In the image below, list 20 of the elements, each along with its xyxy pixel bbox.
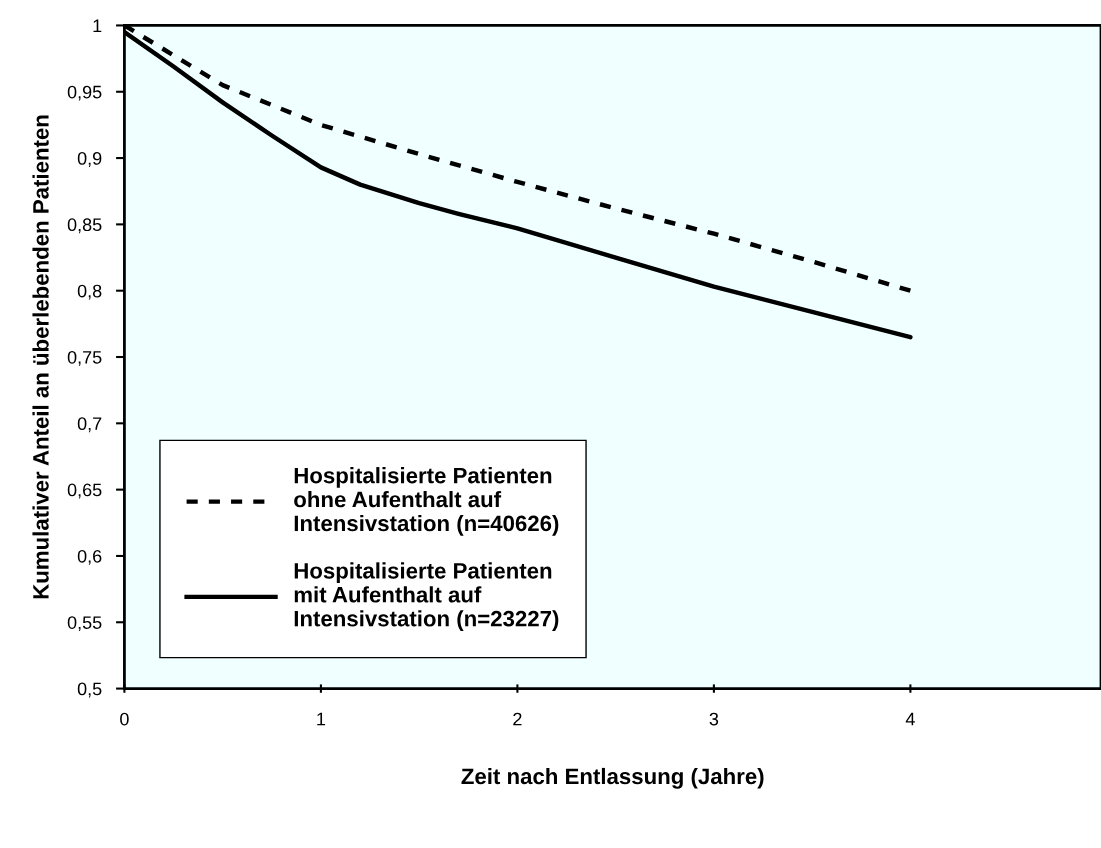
x-tick-label: 2 [513, 712, 522, 726]
legend-label: Hospitalisierte Patienten ohne Aufenthalt auf Intensivstation (n=40626) [294, 467, 559, 536]
y-tick-label: 0,85 [67, 218, 102, 234]
x-tick-label: 0 [120, 712, 129, 726]
y-tick-label: 0,5 [77, 682, 102, 698]
x-tick-label: 1 [317, 712, 326, 726]
x-axis-title: Zeit nach Entlassung (Jahre) [461, 767, 764, 789]
y-tick-label: 0,65 [67, 483, 102, 499]
legend-label: Hospitalisierte Patienten mit Aufenthalt auf Intensivstation (n=23227) [294, 562, 559, 631]
y-tick-label: 0,6 [77, 549, 102, 565]
y-tick-label: 0,55 [67, 616, 102, 632]
y-tick-label: 0,7 [77, 417, 102, 433]
y-tick-label: 1 [93, 19, 102, 32]
x-tick-label: 3 [709, 712, 719, 726]
y-axis-title: Kumulativer Anteil an überlebenden Patienten [32, 115, 49, 599]
x-tick-label: 4 [905, 712, 915, 726]
y-tick-label: 0,75 [67, 350, 102, 366]
y-tick-label: 0,95 [67, 85, 102, 101]
y-tick-label: 0,9 [77, 152, 102, 167]
y-tick-label: 0,8 [77, 284, 102, 300]
